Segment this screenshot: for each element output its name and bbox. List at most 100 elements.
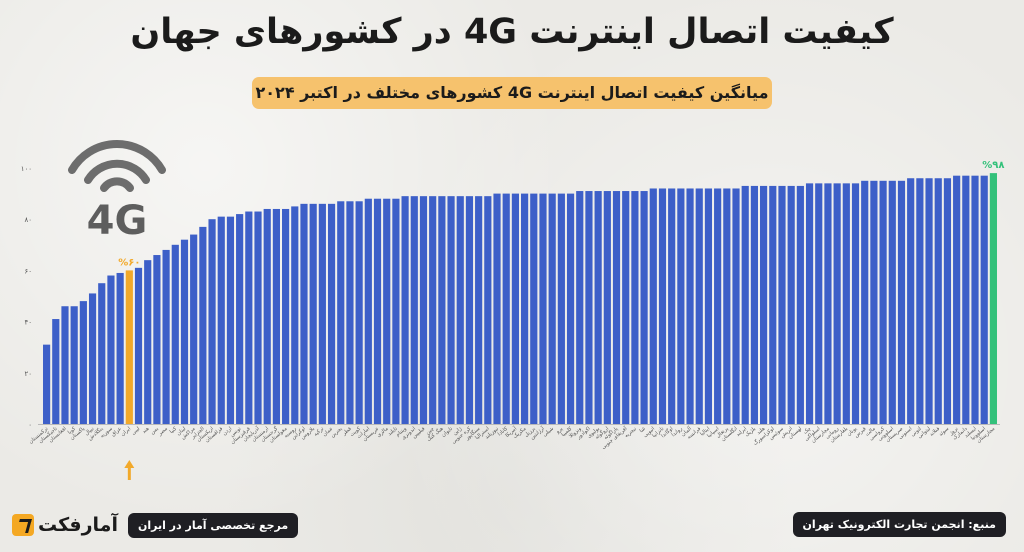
y-tick-label: ۱۰۰ xyxy=(21,165,32,173)
x-tick-label: عراق xyxy=(110,426,123,438)
bar xyxy=(695,188,703,424)
bar xyxy=(337,201,345,424)
bar xyxy=(254,211,262,424)
bar xyxy=(851,183,860,424)
bar xyxy=(79,301,87,424)
bar xyxy=(217,216,225,424)
bar xyxy=(934,178,942,424)
bar xyxy=(640,191,648,424)
bar xyxy=(52,319,60,424)
bar xyxy=(300,203,308,424)
bar xyxy=(401,196,409,424)
bar xyxy=(704,188,713,424)
bar xyxy=(750,185,758,424)
highlight-value-label: %۹۸ xyxy=(982,160,1004,171)
x-tick-label: ژاپن xyxy=(452,426,463,437)
x-tick-label: یونان xyxy=(846,426,859,438)
bar xyxy=(805,183,814,424)
iran-arrow-icon xyxy=(124,460,135,480)
bar xyxy=(43,344,51,424)
bar xyxy=(346,201,354,424)
bar xyxy=(612,191,621,424)
bar xyxy=(484,196,492,424)
bar xyxy=(576,191,584,424)
x-tick-label: هلند xyxy=(756,426,767,436)
bar xyxy=(70,306,78,424)
x-tick-label: سوئد xyxy=(938,426,950,438)
x-tick-label: غنا xyxy=(639,426,648,435)
footer-brand-area: آمارفکت مرجع تخصصی آمار در ایران xyxy=(12,510,299,540)
x-tick-label: ایران xyxy=(120,426,132,438)
bar xyxy=(272,208,280,424)
bar xyxy=(521,193,529,424)
brand-logo[interactable]: آمارفکت xyxy=(12,514,118,536)
bar xyxy=(392,198,400,424)
bar xyxy=(180,239,189,424)
logo-4g-text: 4G xyxy=(87,198,148,242)
bar xyxy=(943,178,952,424)
bar xyxy=(125,270,133,424)
y-tick-label: ۶۰ xyxy=(24,267,32,275)
bar xyxy=(511,193,519,424)
bar xyxy=(61,306,69,424)
bar xyxy=(594,191,602,424)
bar xyxy=(925,178,933,424)
bar xyxy=(465,196,474,424)
bar xyxy=(475,196,483,424)
bar xyxy=(741,185,749,424)
x-tick-label: نیپال xyxy=(84,426,95,437)
x-tick-label: تایلند xyxy=(387,426,399,438)
bar xyxy=(658,188,667,424)
bar xyxy=(989,173,997,424)
x-tick-label: لیبی xyxy=(131,426,142,437)
bar xyxy=(815,183,823,424)
bar xyxy=(456,196,464,424)
bar xyxy=(447,196,455,424)
x-tick-label: قطر xyxy=(341,426,353,438)
bar xyxy=(190,234,198,424)
bar xyxy=(668,188,676,424)
bar xyxy=(226,216,235,424)
bar xyxy=(870,180,878,424)
bar xyxy=(236,214,244,424)
bar xyxy=(622,191,630,424)
brand-name: آمارفکت xyxy=(38,514,118,536)
x-tick-label: چک xyxy=(802,425,813,435)
bar xyxy=(778,185,786,424)
y-tick-label: ۲۰ xyxy=(24,370,32,378)
bar xyxy=(134,267,143,424)
bar xyxy=(603,191,611,424)
bar xyxy=(208,219,216,424)
bar xyxy=(787,185,795,424)
highlight-value-label: %۶۰ xyxy=(118,257,140,268)
bar xyxy=(796,185,804,424)
bar xyxy=(373,198,382,424)
bar xyxy=(98,283,106,424)
y-tick-label: ۸۰ xyxy=(24,216,32,224)
x-tick-label: یمن xyxy=(149,426,160,436)
chart-subtitle: میانگین کیفیت اتصال اینترنت 4G کشورهای م… xyxy=(252,77,772,109)
bar xyxy=(263,208,271,424)
y-tick-label: ۰ xyxy=(28,421,32,429)
bar xyxy=(557,193,565,424)
bar xyxy=(327,203,336,424)
bar xyxy=(833,183,841,424)
bar xyxy=(419,196,428,424)
bar xyxy=(493,193,501,424)
bar xyxy=(144,260,152,424)
logo-4g: 4G xyxy=(68,140,166,242)
bar xyxy=(649,188,657,424)
x-tick-label: کنیا xyxy=(169,426,179,436)
bar xyxy=(116,272,124,424)
y-tick-label: ۴۰ xyxy=(24,319,32,327)
x-tick-label: عمان xyxy=(322,426,335,438)
bar xyxy=(566,193,575,424)
bar xyxy=(282,208,290,424)
bar xyxy=(760,185,768,424)
bar xyxy=(714,188,722,424)
brand-mark-icon xyxy=(12,514,34,536)
bar xyxy=(309,203,317,424)
bar xyxy=(677,188,685,424)
x-tick-label: کوبا xyxy=(67,426,78,436)
